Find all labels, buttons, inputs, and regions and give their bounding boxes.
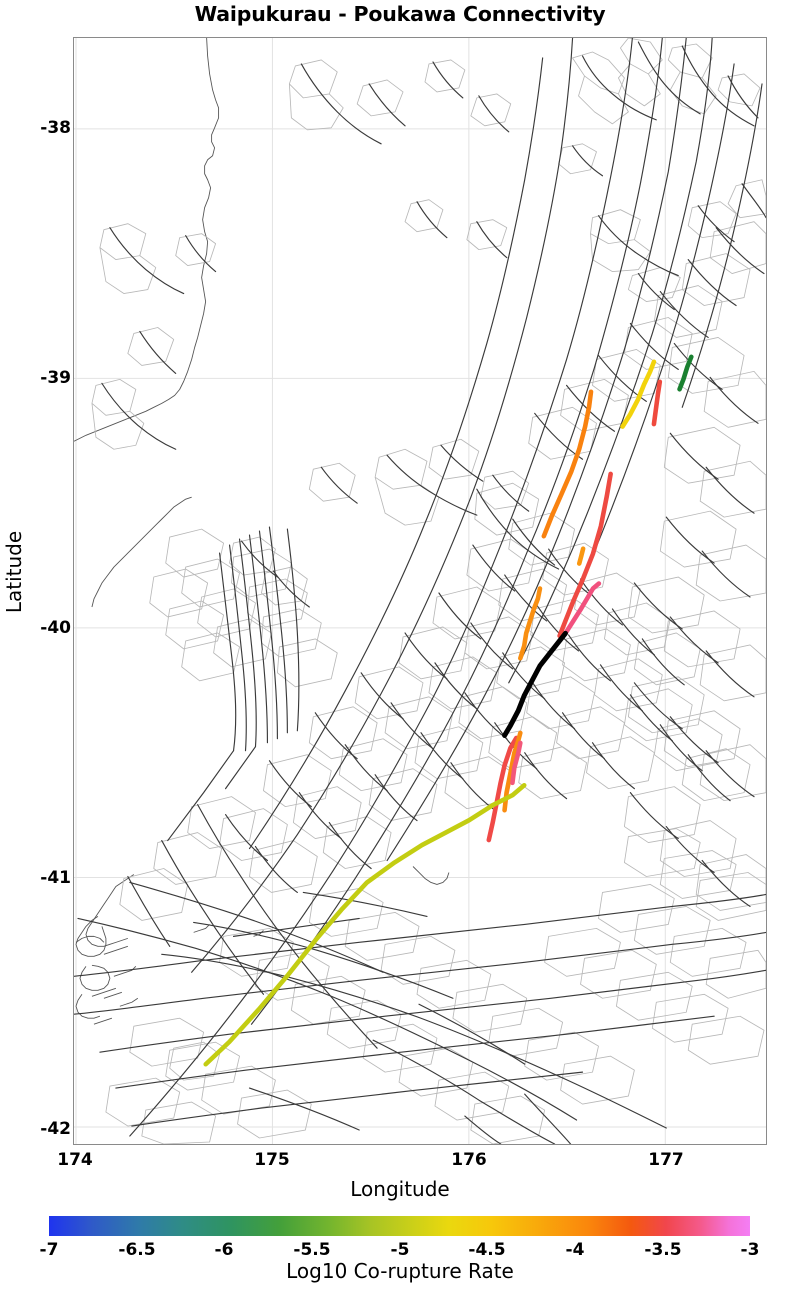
colorbar-tick-2: -6	[214, 1240, 234, 1260]
connected-fault-f10[interactable]	[502, 730, 523, 813]
colorbar-label: Log10 Co-rupture Rate	[286, 1259, 514, 1283]
x-axis-label: Longitude	[350, 1177, 450, 1201]
colorbar-tick-7: -3.5	[644, 1240, 682, 1260]
colorbar	[49, 1216, 750, 1236]
colorbar-tick-6: -4	[565, 1240, 585, 1260]
connected-faults[interactable]	[203, 354, 694, 1067]
ytick-38: -38	[40, 118, 71, 138]
fault-surface-polygons	[91, 38, 766, 1144]
fault-traces	[74, 38, 766, 1144]
ytick-39: -39	[40, 368, 71, 388]
xtick-174: 174	[57, 1150, 93, 1170]
connected-fault-f12[interactable]	[203, 782, 527, 1067]
map-canvas	[74, 38, 766, 1144]
connected-fault-f2[interactable]	[557, 471, 613, 639]
gridlines	[74, 38, 766, 1144]
ytick-40: -40	[40, 618, 71, 638]
source-fault-trace[interactable]	[502, 630, 568, 738]
xtick-177: 177	[648, 1150, 684, 1170]
connected-fault-f6[interactable]	[620, 359, 657, 429]
colorbar-tick-1: -6.5	[118, 1240, 156, 1260]
colorbar-tick-4: -5	[390, 1240, 410, 1260]
connected-fault-f1[interactable]	[563, 581, 602, 636]
ytick-42: -42	[40, 1119, 71, 1139]
source-fault[interactable]	[502, 630, 568, 738]
xtick-176: 176	[451, 1150, 487, 1170]
connected-fault-f7[interactable]	[677, 354, 694, 392]
page-title: Waipukurau - Poukawa Connectivity	[194, 2, 606, 26]
connected-fault-f11[interactable]	[510, 740, 523, 786]
connected-fault-f4[interactable]	[541, 389, 594, 539]
colorbar-tick-0: -7	[39, 1240, 59, 1260]
colorbar-tick-5: -4.5	[468, 1240, 506, 1260]
colorbar-gradient	[49, 1216, 750, 1236]
connected-fault-f8[interactable]	[651, 379, 663, 427]
y-axis-label: Latitude	[2, 530, 26, 614]
coastline	[74, 38, 450, 1025]
ytick-41: -41	[40, 868, 71, 888]
connected-fault-f9[interactable]	[486, 735, 519, 843]
connected-fault-f5[interactable]	[576, 546, 586, 566]
xtick-175: 175	[254, 1150, 290, 1170]
colorbar-tick-8: -3	[740, 1240, 760, 1260]
colorbar-tick-3: -5.5	[293, 1240, 331, 1260]
connected-fault-f3[interactable]	[518, 586, 543, 661]
map-plot-area[interactable]	[73, 37, 767, 1145]
